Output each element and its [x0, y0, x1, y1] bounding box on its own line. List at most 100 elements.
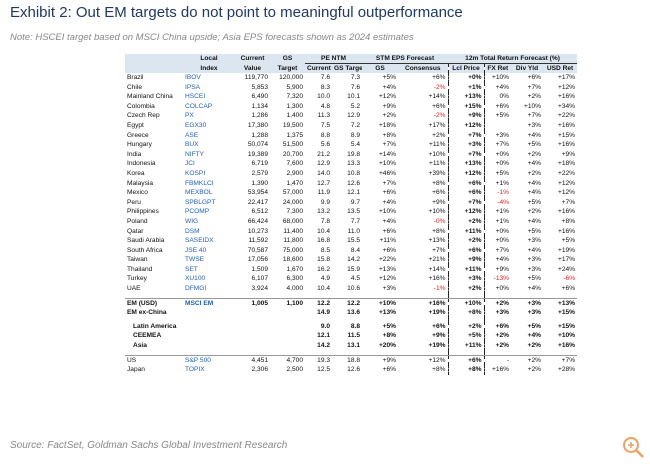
- table-cell: +3%: [382, 285, 397, 293]
- table-cell: +3%: [527, 256, 542, 264]
- table-cell: +7%: [495, 141, 510, 149]
- table-cell: +5%: [527, 322, 542, 330]
- table-cell: +9%: [432, 332, 446, 340]
- header-cell: Lcl Price: [447, 63, 485, 73]
- table-cell: 14.2: [347, 256, 361, 264]
- table-cell: MEXBOL: [185, 189, 213, 197]
- table-cell: Mexico: [127, 189, 148, 197]
- table-cell: +16%: [558, 227, 576, 235]
- table-cell: +5%: [382, 322, 397, 330]
- table-cell: Qatar: [127, 227, 144, 235]
- table-cell: 13.1: [347, 342, 361, 350]
- table-cell: +6%: [495, 322, 510, 330]
- table-row: Turkey XU100 6,107 6,300 4.9 4.5 +12% +16% +3% -1…: [125, 274, 577, 285]
- table-cell: 14.9: [317, 309, 330, 317]
- table-cell: Asia: [133, 342, 147, 350]
- table-cell: +2%: [527, 342, 542, 350]
- table-cell: +17%: [558, 74, 576, 81]
- table-cell: +9%: [495, 265, 510, 273]
- table-cell: 8.8: [350, 322, 361, 330]
- table-cell: SPBLGPT: [185, 198, 216, 206]
- table-cell: 19,500: [282, 121, 303, 129]
- table-cell: +6%: [382, 189, 397, 197]
- table-cell: +8%: [382, 131, 397, 139]
- header-group: 12m Total Return Forecast (%): [448, 54, 578, 64]
- table-cell: 12.2: [305, 297, 332, 309]
- table-cell: +22%: [378, 256, 397, 264]
- table-cell: +2%: [447, 216, 485, 227]
- table-row: Mexico MEXBOL 53,954 57,000 11.9 12.1 +6% +6% +6…: [125, 188, 577, 198]
- table-cell: 7.6: [350, 83, 361, 91]
- table-cell: NIFTY: [185, 150, 205, 158]
- table-cell: 17,056: [247, 256, 268, 264]
- table-cell: +3%: [527, 309, 542, 317]
- table-cell: +7%: [447, 197, 485, 208]
- spacer-row: [125, 293, 577, 299]
- table-row: UAE DFMGI 3,924 4,000 10.4 10.6 +3% -1% +2% +0% +4…: [125, 284, 577, 294]
- table-cell: +7%: [382, 141, 397, 149]
- table-cell: +15%: [447, 101, 485, 112]
- table-cell: 4.9: [320, 275, 330, 283]
- table-cell: [183, 308, 235, 318]
- table-cell: +34%: [558, 102, 576, 110]
- table-cell: +10%: [523, 102, 542, 110]
- table-cell: [235, 331, 270, 341]
- zoom-icon[interactable]: [620, 434, 646, 460]
- table-cell: +6%: [447, 178, 485, 189]
- table-row: Saudi Arabia SASEIDX 11,592 11,800 16.8 15.5 +…: [125, 236, 577, 246]
- table-cell: Taiwan: [127, 256, 148, 264]
- table-row: Greece ASE 1,288 1,375 8.8 8.9 +8% +2% +7% +3% +4%…: [125, 130, 577, 141]
- table-cell: 13.6: [347, 309, 361, 317]
- table-cell: 14.2: [317, 342, 330, 350]
- table-cell: 15.5: [347, 237, 361, 245]
- table-cell: +10%: [378, 160, 397, 168]
- table-cell: Mainland China: [127, 93, 173, 101]
- table-row: Latin America 9.0 8.8 +5% +6% +2% +6% +5% +15%: [125, 321, 577, 332]
- table-cell: Korea: [127, 169, 145, 177]
- table-cell: Egypt: [127, 121, 144, 129]
- table-cell: 7.6: [320, 74, 330, 81]
- table-cell: 6,490: [251, 93, 268, 101]
- table-cell: +46%: [378, 169, 397, 177]
- table-cell: +10%: [362, 297, 399, 309]
- table-cell: [270, 341, 305, 351]
- table-row: Hungary BUX 50,074 51,500 5.6 5.4 +7% +11% +3% +7…: [125, 140, 577, 150]
- table-cell: +8%: [447, 308, 485, 318]
- table-cell: +18%: [378, 121, 397, 129]
- table-cell: Japan: [127, 366, 145, 374]
- table-cell: 1,375: [286, 131, 303, 139]
- table-cell: [235, 308, 270, 318]
- table-cell: +6%: [382, 227, 397, 235]
- table-cell: +16%: [491, 366, 510, 374]
- spacer-cell: [447, 293, 485, 299]
- table-cell: 9.7: [350, 198, 361, 206]
- table-cell: 12.6: [347, 366, 361, 374]
- table-cell: 10.0: [317, 93, 330, 101]
- table-cell: +16%: [398, 297, 449, 309]
- table-cell: 4.8: [320, 102, 330, 110]
- table-cell: EGX30: [185, 121, 207, 129]
- table-cell: EM ex-China: [127, 309, 167, 317]
- table-cell: [270, 331, 305, 341]
- table-cell: +19%: [428, 309, 446, 317]
- table-cell: 5,853: [251, 83, 268, 91]
- table-cell: DSM: [185, 227, 200, 235]
- table-cell: +6%: [447, 245, 485, 256]
- table-cell: SASEIDX: [185, 237, 214, 245]
- table-cell: 12.9: [317, 160, 330, 168]
- table-cell: S&P 500: [183, 354, 235, 366]
- table-cell: IBOV: [185, 74, 201, 81]
- table-cell: 68,000: [282, 217, 303, 225]
- table-cell: +5%: [495, 169, 510, 177]
- table-cell: CEEMEA: [133, 332, 162, 340]
- table-cell: 4,700: [270, 354, 305, 366]
- table-cell: +4%: [382, 83, 397, 91]
- table-cell: +3%: [495, 309, 510, 317]
- source: Source: FactSet, Goldman Sachs Global In…: [10, 440, 288, 451]
- table-cell: +16%: [558, 342, 576, 350]
- table-cell: 18,600: [282, 256, 303, 264]
- table-cell: [183, 322, 235, 332]
- spacer-row: [125, 317, 577, 322]
- table-cell: +4%: [382, 217, 397, 225]
- table-cell: 50,074: [247, 141, 268, 149]
